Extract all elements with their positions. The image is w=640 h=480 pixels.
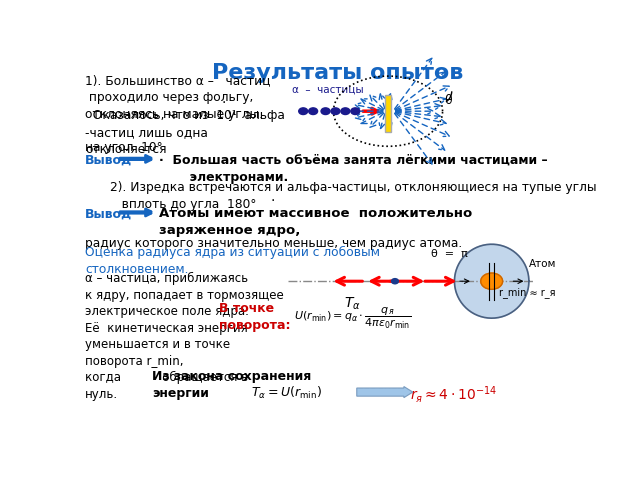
Text: Оценка радиуса ядра из ситуации с лобовым
столкновением.: Оценка радиуса ядра из ситуации с лобовы… — [85, 246, 380, 276]
Circle shape — [321, 108, 330, 115]
Text: В точке
поворота:: В точке поворота: — [219, 301, 291, 332]
Circle shape — [392, 278, 399, 284]
Text: ·: · — [221, 96, 226, 110]
Text: Вывод: Вывод — [85, 154, 132, 167]
Text: Результаты опытов: Результаты опытов — [212, 63, 463, 83]
Text: ·: · — [271, 194, 275, 208]
Text: Атомы имеют массивное  положительно
заряженное ядро,: Атомы имеют массивное положительно заряж… — [159, 207, 472, 237]
Text: ·  Большая часть объёма занята лёгкими частицами –
       электронами.: · Большая часть объёма занята лёгкими ча… — [159, 154, 548, 184]
FancyArrow shape — [356, 386, 413, 397]
Circle shape — [331, 108, 340, 115]
Text: θ: θ — [445, 94, 452, 107]
Text: $U(r_{\rm min}) = q_{\alpha} \cdot \dfrac{q_{\,\mathit{я}}}{4\pi\varepsilon_0 r_: $U(r_{\rm min}) = q_{\alpha} \cdot \dfra… — [294, 305, 412, 331]
Circle shape — [308, 108, 317, 115]
Text: α – частица, приближаясь
к ядру, попадает в тормозящее
электрическое поле ядра.
: α – частица, приближаясь к ядру, попадае… — [85, 272, 284, 401]
Text: θ  =  π: θ = π — [431, 249, 468, 259]
Text: Вывод: Вывод — [85, 207, 132, 220]
Bar — [385, 95, 391, 132]
Text: Из закона сохранения
энергии: Из закона сохранения энергии — [152, 370, 311, 400]
Text: $T_{\alpha} = U(r_{\rm min})$: $T_{\alpha} = U(r_{\rm min})$ — [251, 384, 322, 401]
Text: 2). Изредка встречаются и альфа-частицы, отклоняющиеся на тупые углы
   вплоть д: 2). Изредка встречаются и альфа-частицы,… — [110, 181, 596, 211]
Text: радиус которого значительно меньше, чем радиус атома.: радиус которого значительно меньше, чем … — [85, 237, 462, 250]
Circle shape — [481, 273, 502, 289]
Circle shape — [351, 108, 360, 115]
Text: $T_{\alpha}$: $T_{\alpha}$ — [344, 296, 361, 312]
Text: Оказалось, что из  10¹  альфа
-частиц лишь одна
отклоняется: Оказалось, что из 10¹ альфа -частиц лишь… — [85, 109, 285, 156]
Text: на угол  10°: на угол 10° — [85, 141, 163, 154]
Text: 1). Большинство α –   частиц
 проходило через фольгу,
отклоняясь на малые углы.: 1). Большинство α – частиц проходило чер… — [85, 74, 271, 121]
Circle shape — [341, 108, 350, 115]
Text: r_min ≈ r_я: r_min ≈ r_я — [499, 287, 556, 298]
Text: α  –  частицы: α – частицы — [292, 84, 364, 95]
Circle shape — [299, 108, 308, 115]
Text: $r_{\mathit{я}} \approx 4 \cdot 10^{-14}$: $r_{\mathit{я}} \approx 4 \cdot 10^{-14}… — [410, 384, 497, 405]
Text: Атом: Атом — [529, 259, 556, 269]
Polygon shape — [454, 244, 529, 318]
Text: следует: следует — [356, 386, 404, 396]
